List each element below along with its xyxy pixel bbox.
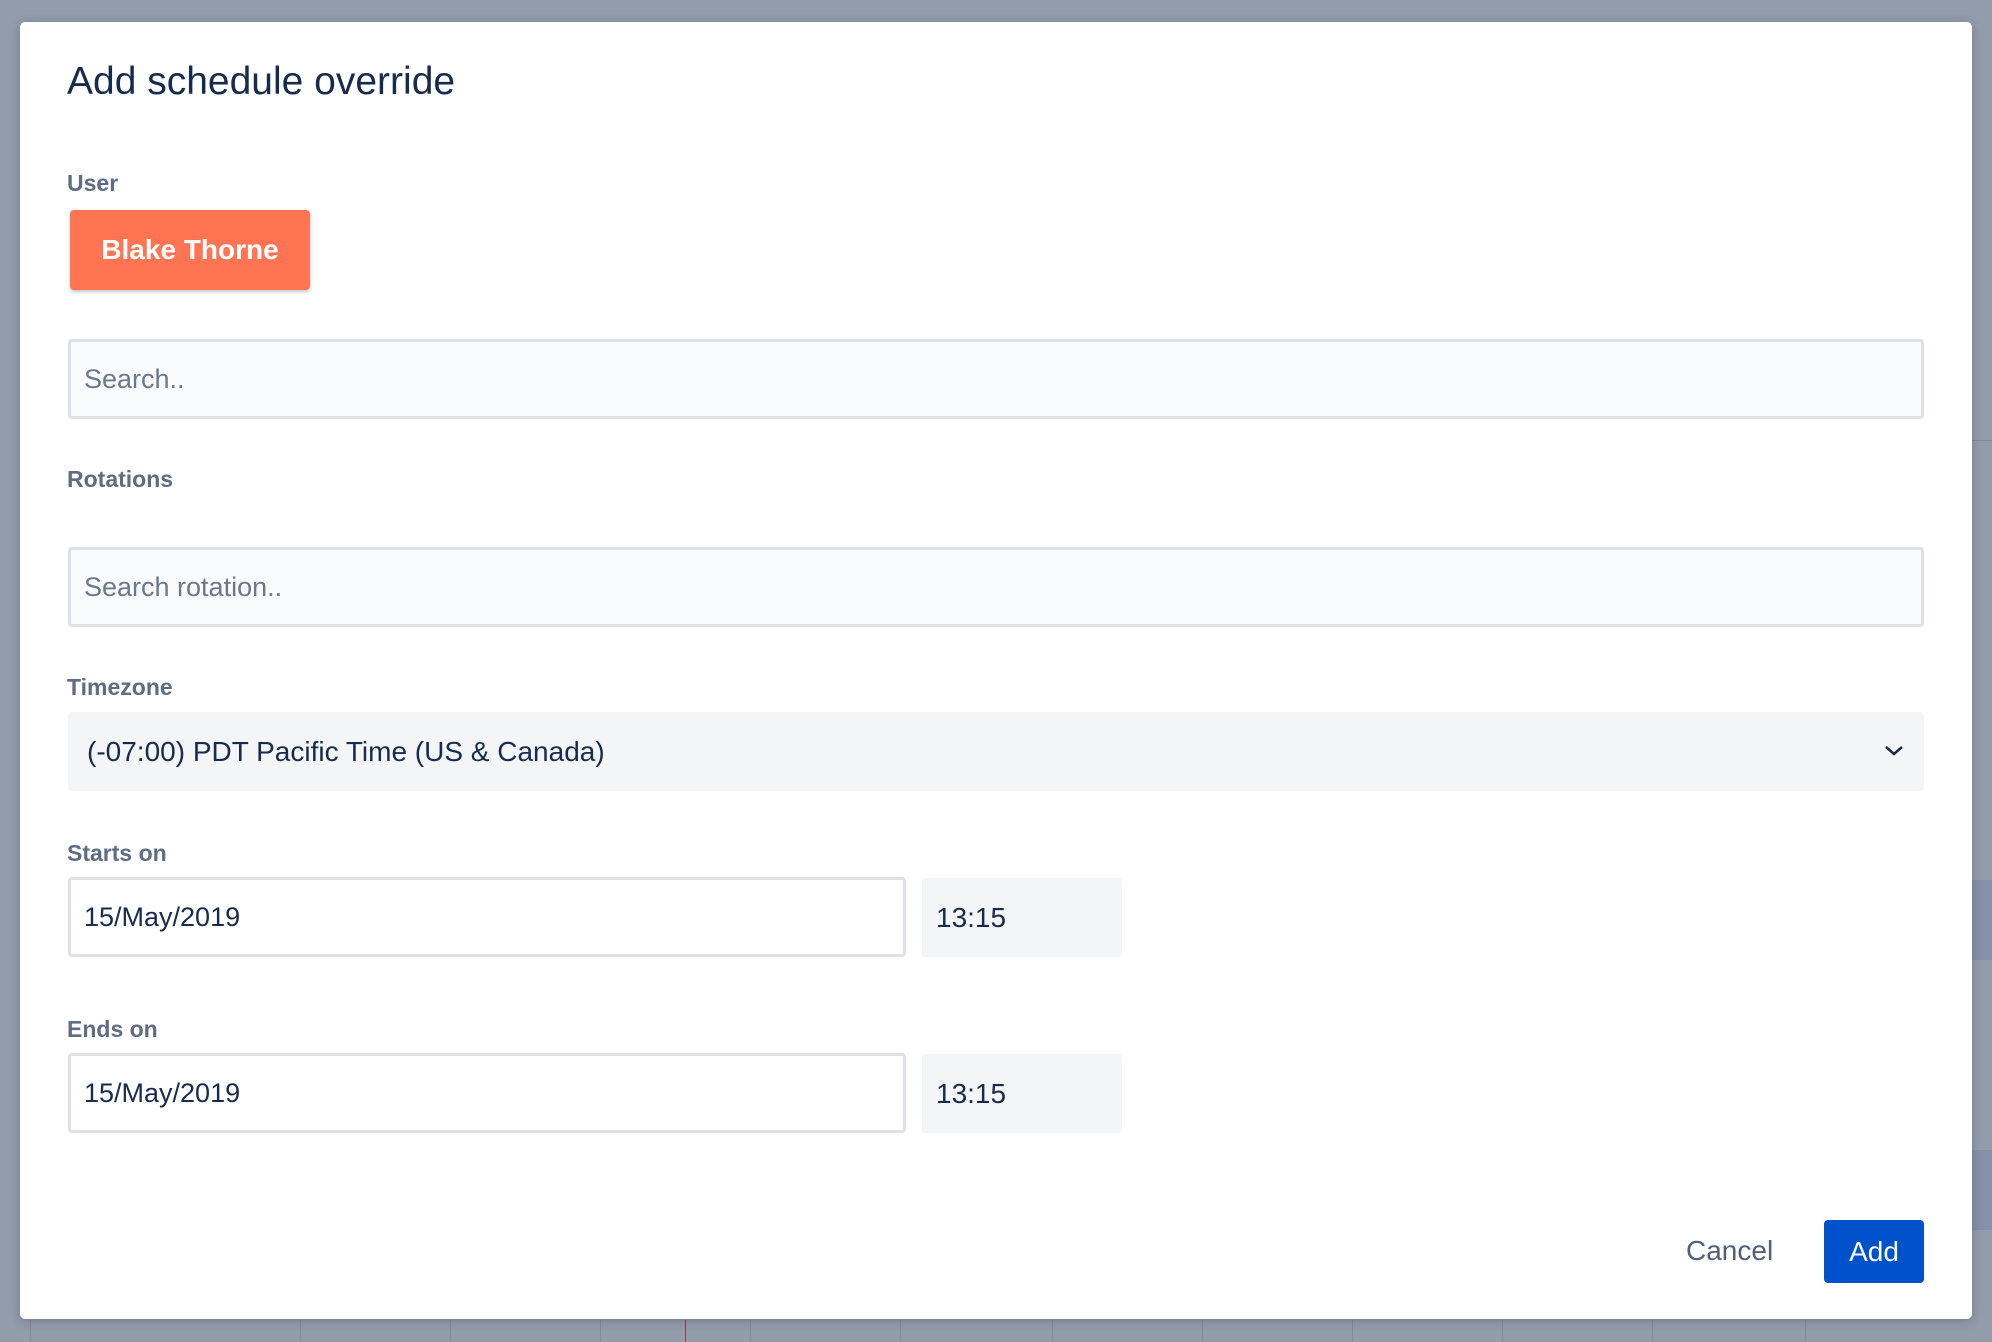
rotations-label: Rotations — [67, 466, 174, 492]
cancel-button[interactable]: Cancel — [1686, 1235, 1774, 1266]
user-label: User — [67, 170, 119, 196]
grid-line — [1652, 1320, 1653, 1342]
grid-line — [1202, 1320, 1203, 1342]
grid-line — [900, 1320, 901, 1342]
ends-on-label: Ends on — [67, 1016, 158, 1042]
ends-on-date-input[interactable]: 15/May/2019 — [68, 1053, 906, 1133]
background-bar — [1972, 1150, 1992, 1230]
grid-line — [1805, 1320, 1806, 1342]
grid-line — [600, 1320, 601, 1342]
grid-line — [300, 1320, 301, 1342]
ends-on-time-input[interactable]: 13:15 — [922, 1054, 1122, 1133]
background-bar — [1972, 880, 1992, 960]
grid-line — [1052, 1320, 1053, 1342]
grid-line — [1352, 1320, 1353, 1342]
rotation-search-input[interactable]: Search rotation.. — [68, 547, 1924, 627]
dialog-title: Add schedule override — [67, 60, 456, 103]
timezone-select[interactable]: (-07:00) PDT Pacific Time (US & Canada) — [68, 712, 1924, 791]
starts-on-label: Starts on — [67, 840, 167, 866]
grid-line — [1972, 440, 1992, 441]
grid-line — [450, 1320, 451, 1342]
starts-on-time-input[interactable]: 13:15 — [922, 878, 1122, 957]
grid-line — [30, 1320, 31, 1342]
timezone-label: Timezone — [67, 674, 173, 700]
selected-user-chip[interactable]: Blake Thorne — [70, 210, 310, 290]
add-button[interactable]: Add — [1824, 1220, 1924, 1283]
current-time-line — [685, 1320, 686, 1342]
user-search-input[interactable]: Search.. — [68, 339, 1924, 419]
chevron-down-icon — [1885, 746, 1903, 756]
add-schedule-override-dialog: Add schedule override User Blake Thorne … — [20, 22, 1972, 1319]
grid-line — [1502, 1320, 1503, 1342]
timezone-value: (-07:00) PDT Pacific Time (US & Canada) — [87, 735, 605, 767]
grid-line — [750, 1320, 751, 1342]
starts-on-date-input[interactable]: 15/May/2019 — [68, 877, 906, 957]
